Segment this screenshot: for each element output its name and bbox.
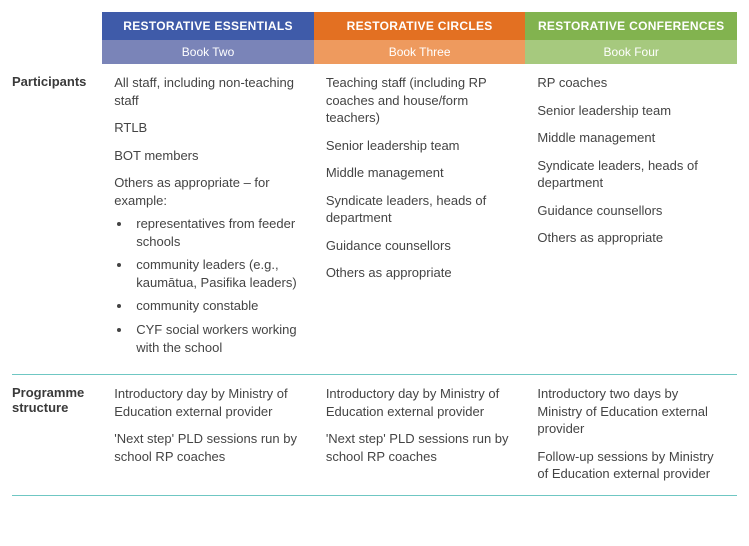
table-cell: All staff, including non-teaching staff R…	[102, 64, 314, 375]
col-header-conferences: RESTORATIVE CONFERENCES	[525, 12, 737, 40]
cell-paragraph: Senior leadership team	[326, 137, 512, 155]
cell-paragraph: Follow-up sessions by Ministry of Educat…	[537, 448, 723, 483]
row-label: Programme structure	[12, 375, 102, 496]
table-cell: Teaching staff (including RP coaches and…	[314, 64, 526, 375]
cell-paragraph: Introductory two days by Ministry of Edu…	[537, 385, 723, 438]
table-cell: RP coaches Senior leadership team Middle m…	[525, 64, 737, 375]
col-header-essentials: RESTORATIVE ESSENTIALS	[102, 12, 314, 40]
cell-paragraph: RP coaches	[537, 74, 723, 92]
col-sub-essentials: Book Two	[102, 40, 314, 64]
cell-paragraph: Teaching staff (including RP coaches and…	[326, 74, 512, 127]
cell-paragraph: Guidance counsellors	[326, 237, 512, 255]
cell-paragraph: 'Next step' PLD sessions run by school R…	[326, 430, 512, 465]
restorative-table: RESTORATIVE ESSENTIALS RESTORATIVE CIRCL…	[12, 12, 737, 496]
subheader-corner	[12, 40, 102, 64]
header-corner	[12, 12, 102, 40]
cell-paragraph: BOT members	[114, 147, 300, 165]
cell-paragraph: Middle management	[326, 164, 512, 182]
table-cell: Introductory two days by Ministry of Edu…	[525, 375, 737, 496]
cell-paragraph: Introductory day by Ministry of Educatio…	[114, 385, 300, 420]
cell-paragraph: Middle management	[537, 129, 723, 147]
table-row: Programme structure Introductory day by M…	[12, 375, 737, 496]
cell-bullet-item: community leaders (e.g., kaumātua, Pasif…	[132, 256, 300, 291]
table-cell: Introductory day by Ministry of Educatio…	[102, 375, 314, 496]
cell-paragraph: Introductory day by Ministry of Educatio…	[326, 385, 512, 420]
table-row: ParticipantsAll staff, including non-tea…	[12, 64, 737, 375]
cell-paragraph: RTLB	[114, 119, 300, 137]
cell-bullet-list: representatives from feeder schools commu…	[114, 215, 300, 356]
cell-bullet-item: representatives from feeder schools	[132, 215, 300, 250]
cell-bullet-item: CYF social workers working with the scho…	[132, 321, 300, 356]
cell-paragraph: Others as appropriate	[326, 264, 512, 282]
cell-paragraph: Syndicate leaders, heads of department	[326, 192, 512, 227]
cell-paragraph: Guidance counsellors	[537, 202, 723, 220]
cell-paragraph: Others as appropriate – for example:	[114, 174, 300, 209]
row-label: Participants	[12, 64, 102, 375]
table-body: ParticipantsAll staff, including non-tea…	[12, 64, 737, 495]
table-cell: Introductory day by Ministry of Educatio…	[314, 375, 526, 496]
cell-paragraph: Others as appropriate	[537, 229, 723, 247]
col-sub-conferences: Book Four	[525, 40, 737, 64]
col-header-circles: RESTORATIVE CIRCLES	[314, 12, 526, 40]
cell-paragraph: Senior leadership team	[537, 102, 723, 120]
cell-bullet-item: community constable	[132, 297, 300, 315]
cell-paragraph: Syndicate leaders, heads of department	[537, 157, 723, 192]
cell-paragraph: 'Next step' PLD sessions run by school R…	[114, 430, 300, 465]
col-sub-circles: Book Three	[314, 40, 526, 64]
cell-paragraph: All staff, including non-teaching staff	[114, 74, 300, 109]
